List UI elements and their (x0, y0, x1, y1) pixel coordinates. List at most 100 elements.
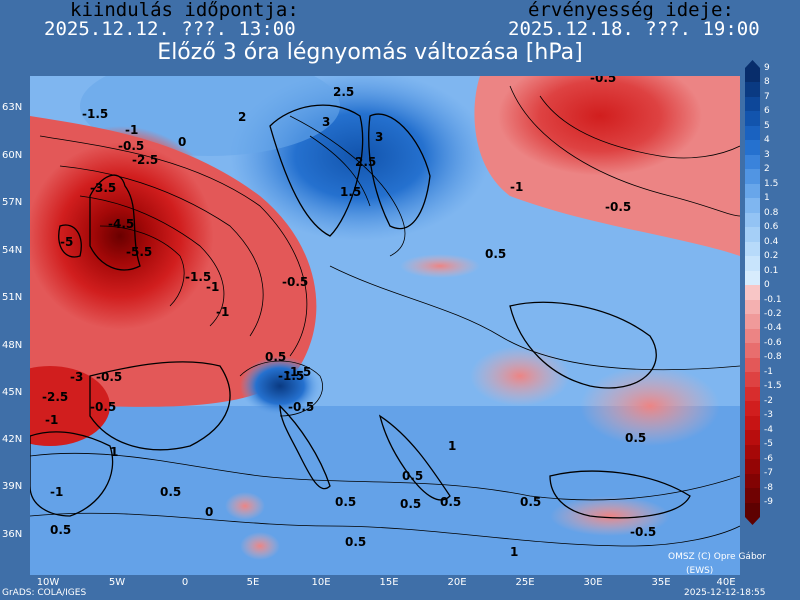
legend-label: 0.4 (764, 236, 779, 247)
valid-time-label: érvényesség ideje: (528, 0, 734, 21)
legend-row: -2 (742, 396, 800, 416)
legend-label: -0.1 (764, 294, 782, 305)
legend-swatch (745, 488, 760, 503)
legend-swatch (745, 285, 760, 300)
lon-label-15e: 15E (379, 577, 399, 588)
legend-label: -0.6 (764, 337, 782, 348)
contour-labels: -1.5-1-0.5 0-2.5-3.5-5-4.5-5.5-1.5-1 -0.5-… (42, 76, 656, 559)
legend-row: -0.1 (742, 295, 800, 315)
legend-label: -1 (764, 366, 773, 377)
legend-swatch (745, 140, 760, 155)
contour-label: 0.5 (160, 485, 181, 499)
contour-label: 2.5 (355, 155, 376, 169)
legend-row: -8 (742, 483, 800, 503)
legend-label: 9 (764, 62, 770, 73)
copyright-text: OMSZ (C) Opre Gábor (668, 552, 766, 562)
legend-label: 6 (764, 106, 770, 117)
contour-label: -0.5 (96, 370, 122, 384)
legend-swatch (745, 357, 760, 373)
legend-row: 4 (742, 135, 800, 155)
contour-label: -0.5 (282, 275, 308, 289)
lat-label-45n: 45N (2, 387, 23, 398)
lat-label-48n: 48N (2, 340, 23, 351)
legend-label: 5 (764, 120, 770, 131)
legend-label: -7 (764, 468, 773, 479)
contour-label: -4.5 (108, 217, 134, 231)
legend-label: -6 (764, 453, 773, 464)
legend-label: -2 (764, 395, 773, 406)
lat-label-36n: 36N (2, 529, 23, 540)
color-scale-legend: 9 8 7 6 5 4 3 2 1.5 1 0.8 0.6 0.4 0.2 0.1 0 -0.1 -0.2 -0.4… (742, 60, 800, 525)
legend-swatch (745, 386, 760, 402)
lat-label-54n: 54N (2, 245, 23, 256)
contour-label: 1 (110, 445, 118, 459)
lon-label-20e: 20E (447, 577, 467, 588)
legend-label: 0.1 (764, 265, 779, 276)
legend-swatch (745, 241, 760, 257)
contour-label: -1 (206, 280, 219, 294)
legend-row: 6 (742, 106, 800, 126)
contour-label: 0.5 (625, 431, 646, 445)
legend-row: -5 (742, 439, 800, 460)
contour-label: -1 (50, 485, 63, 499)
contour-label: -1.5 (285, 365, 311, 379)
legend-swatch (745, 459, 760, 474)
contour-label: 1.5 (340, 185, 361, 199)
legend-label: -0.8 (764, 352, 782, 363)
legend-label: -4 (764, 424, 773, 435)
legend-row: 2 (742, 164, 800, 184)
algeria-pink-patch (240, 532, 280, 560)
contour-label: 2 (238, 110, 246, 124)
contour-label: 0 (178, 135, 186, 149)
contour-label: 1 (448, 439, 456, 453)
lat-label-51n: 51N (2, 292, 23, 303)
coastlines (30, 104, 691, 519)
contour-label: -1 (45, 413, 58, 427)
contour-label: 0.5 (400, 497, 421, 511)
legend-swatch (745, 111, 760, 126)
contour-label: -1.5 (278, 369, 304, 383)
lon-label-35e: 35E (651, 577, 671, 588)
legend-swatch (745, 154, 760, 170)
legend-swatch (745, 82, 760, 97)
legend-label: -0.4 (764, 323, 782, 334)
legend-swatch (745, 401, 760, 416)
lon-label-10e: 10E (311, 577, 331, 588)
legend-label: -0.2 (764, 308, 782, 319)
legend-swatch (745, 502, 760, 517)
legend-row: -4 (742, 425, 800, 445)
contour-label: -1 (216, 305, 229, 319)
legend-label: 8 (764, 77, 770, 88)
legend-row: 0.6 (742, 222, 800, 242)
contour-label: 0.5 (50, 523, 71, 537)
lon-label-25e: 25E (515, 577, 535, 588)
contour-label: -0.5 (90, 400, 116, 414)
legend-label: 0.2 (764, 251, 779, 262)
legend-arrows (745, 60, 760, 525)
legend-swatch (745, 314, 760, 329)
sardinia-pink-patch (225, 492, 265, 520)
poland-pink-patch (400, 254, 480, 278)
legend-row: 1.5 (742, 179, 800, 199)
legend-row: 0.2 (742, 251, 800, 271)
lat-label-42n: 42N (2, 434, 23, 445)
legend-row: -3 (742, 410, 800, 431)
legend-label: -3 (764, 410, 773, 421)
start-time-label: kiindulás időpontja: (70, 0, 299, 21)
northeast-fall-center (480, 76, 720, 186)
legend-row: -9 (742, 497, 800, 518)
valid-time-value: 2025.12.18. ???. 19:00 (508, 18, 760, 40)
contour-label: -5 (60, 235, 73, 249)
contour-label: -1 (125, 123, 138, 137)
lon-label-10w: 10W (36, 577, 60, 588)
black-sea-pink-patch (580, 366, 720, 446)
legend-row: -1 (742, 367, 800, 387)
contour-label: -1.5 (82, 107, 108, 121)
contour-label: 0.5 (485, 247, 506, 261)
legend-swatch (745, 343, 760, 358)
legend-row: 1 (742, 193, 800, 213)
legend-label: 1 (764, 193, 770, 204)
legend-swatch (745, 299, 760, 315)
legend-swatch (745, 473, 760, 489)
copyright-ews: (EWS) (686, 566, 714, 576)
